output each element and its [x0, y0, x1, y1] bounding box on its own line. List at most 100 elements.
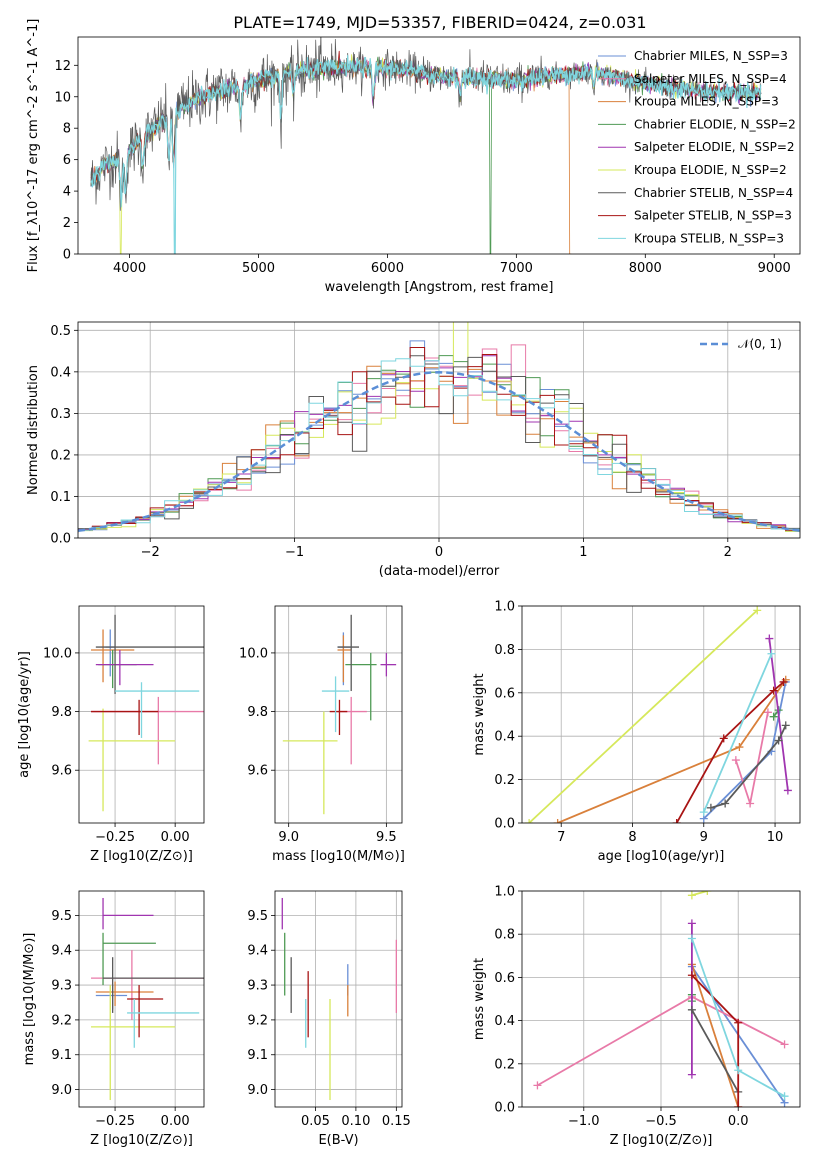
x-tick-label: 4000 — [113, 261, 146, 276]
weight-marker — [687, 971, 696, 980]
weight-marker — [779, 677, 788, 686]
x-tick-label: 10 — [767, 830, 784, 845]
y-tick-label: 4 — [63, 185, 71, 200]
weight-marker — [533, 1081, 542, 1090]
weight-marker — [553, 819, 562, 823]
weight-marker — [783, 786, 792, 795]
mass-vs-ebv-panel: 0.05 0.10 0.15 9.0 9.1 9.2 9.3 9.4 9.5 E(B-V) — [247, 890, 411, 1148]
weight-marker — [687, 1070, 696, 1079]
y-tick-label: 9.6 — [51, 764, 72, 779]
y-tick-label: 9.8 — [51, 705, 72, 720]
weight-series-6 — [691, 1009, 739, 1093]
x-axis-label: mass [log10(M/M⊙)] — [272, 849, 405, 864]
y-tick-label: 10 — [54, 90, 71, 105]
weight-series-5 — [691, 891, 708, 897]
y-tick-label: 9.4 — [247, 944, 268, 959]
y-tick-label: 9.3 — [51, 979, 72, 994]
x-tick-label: 0.00 — [161, 830, 190, 845]
x-tick-label: −1.0 — [568, 1114, 600, 1129]
x-tick-label: 0.10 — [341, 1114, 370, 1129]
weight-marker — [687, 934, 696, 943]
x-tick-label: 9 — [700, 830, 708, 845]
weight-marker — [687, 1005, 696, 1014]
spectrum-legend: Chabrier MILES, N_SSP=3 Salpeter MILES, N… — [598, 49, 796, 245]
weight-marker — [525, 819, 534, 823]
legend-label: Salpeter STELIB, N_SSP=3 — [634, 209, 792, 223]
weight-marker — [699, 808, 708, 817]
y-tick-label: 0.2 — [50, 448, 71, 463]
x-tick-label: 2 — [724, 545, 732, 560]
weight-marker — [769, 686, 778, 695]
x-tick-label: 9.5 — [376, 830, 397, 845]
weight-marker — [753, 606, 762, 615]
weight-marker — [734, 1066, 743, 1075]
axes-frame — [521, 605, 801, 824]
legend-label: Chabrier MILES, N_SSP=3 — [634, 49, 788, 63]
y-tick-label: 8 — [63, 122, 71, 137]
y-tick-label: 9.6 — [247, 764, 268, 779]
x-tick-label: 0.00 — [161, 1114, 190, 1129]
y-tick-label: 9.5 — [247, 909, 268, 924]
weight-marker — [731, 756, 740, 765]
y-tick-label: 9.2 — [51, 1013, 72, 1028]
figure-title: PLATE=1749, MJD=53357, FIBERID=0424, z=0… — [233, 13, 646, 32]
y-tick-label: 9.1 — [51, 1048, 72, 1063]
x-tick-label: 6000 — [371, 261, 404, 276]
x-tick-label: 0.05 — [301, 1114, 330, 1129]
y-tick-label: 0.6 — [494, 971, 515, 986]
weight-marker — [746, 799, 755, 808]
y-tick-label: 0.1 — [50, 490, 71, 505]
x-tick-label: 7 — [557, 830, 565, 845]
x-axis-label: E(B-V) — [318, 1133, 358, 1148]
age-vs-mass-panel: 9.0 9.5 9.6 9.8 10.0 mass [log10(M/M⊙)] — [239, 605, 405, 864]
x-axis-label: Z [log10(Z/Z⊙)] — [610, 1133, 713, 1148]
x-tick-label: 5000 — [242, 261, 275, 276]
y-tick-label: 9.1 — [247, 1048, 268, 1063]
x-tick-label: −0.25 — [95, 1114, 135, 1129]
spectrum-data-line — [90, 37, 762, 211]
x-axis-label: Z [log10(Z/Z⊙)] — [90, 849, 193, 864]
y-tick-label: 0.4 — [494, 730, 515, 745]
x-tick-label: 9.0 — [278, 830, 299, 845]
y-axis-label: age [log10(age/yr)] — [17, 651, 32, 778]
x-tick-label: 8 — [628, 830, 636, 845]
weight-marker — [687, 919, 696, 928]
y-axis-label: Flux [f_λ10^-17 erg cm^-2 s^-1 A^-1] — [26, 19, 41, 273]
x-axis-label: wavelength [Angstrom, rest frame] — [325, 280, 554, 295]
y-tick-label: 6 — [63, 153, 71, 168]
y-tick-label: 0.6 — [494, 686, 515, 701]
age-vs-Z-panel: −0.25 0.00 9.6 9.8 10.0 Z [log10(Z/Z⊙)] age [l… — [17, 605, 205, 864]
x-tick-label: 0.15 — [382, 1114, 411, 1129]
weight-marker — [767, 649, 776, 658]
weight-marker — [735, 743, 744, 752]
legend-label: Kroupa ELODIE, N_SSP=2 — [634, 163, 787, 177]
weight-marker — [780, 1092, 789, 1101]
y-tick-label: 10.0 — [239, 646, 268, 661]
x-tick-label: 0 — [435, 545, 443, 560]
spectrum-panel: 4000 5000 6000 7000 8000 9000 0 2 4 6 8 10 12 wavelen… — [26, 19, 801, 295]
weight-vs-age-panel: 7 8 9 10 0.0 0.2 0.4 0.6 0.8 1.0 age [log10(age/yr… — [472, 600, 801, 864]
x-axis-label: Z [log10(Z/Z⊙)] — [90, 1133, 193, 1148]
y-tick-label: 9.5 — [51, 909, 72, 924]
weight-series-4 — [768, 638, 789, 791]
x-tick-label: −2 — [141, 545, 160, 560]
mass-vs-Z-panel: −0.25 0.00 9.0 9.1 9.2 9.3 9.4 9.5 Z [log10(Z/Z⊙… — [22, 890, 205, 1148]
y-tick-label: 2 — [63, 216, 71, 231]
panels-group: 4000 5000 6000 7000 8000 9000024681012wavelen… — [17, 19, 801, 1148]
y-tick-label: 10.0 — [43, 646, 72, 661]
axes-frame — [521, 890, 801, 1108]
x-tick-label: 1 — [579, 545, 587, 560]
x-tick-label: −1 — [285, 545, 304, 560]
y-tick-label: 9.3 — [247, 979, 268, 994]
weight-marker — [706, 803, 715, 812]
legend-label: Salpeter MILES, N_SSP=4 — [634, 72, 787, 86]
y-axis-label: mass weight — [472, 958, 487, 1040]
weight-series-5 — [528, 609, 758, 823]
axes-frame — [78, 605, 205, 824]
y-tick-label: 0.5 — [50, 324, 71, 339]
weight-series-8 — [702, 653, 773, 813]
y-tick-label: 9.4 — [51, 944, 72, 959]
weight-marker — [763, 708, 772, 717]
x-axis-label: (data-model)/error — [379, 564, 500, 579]
